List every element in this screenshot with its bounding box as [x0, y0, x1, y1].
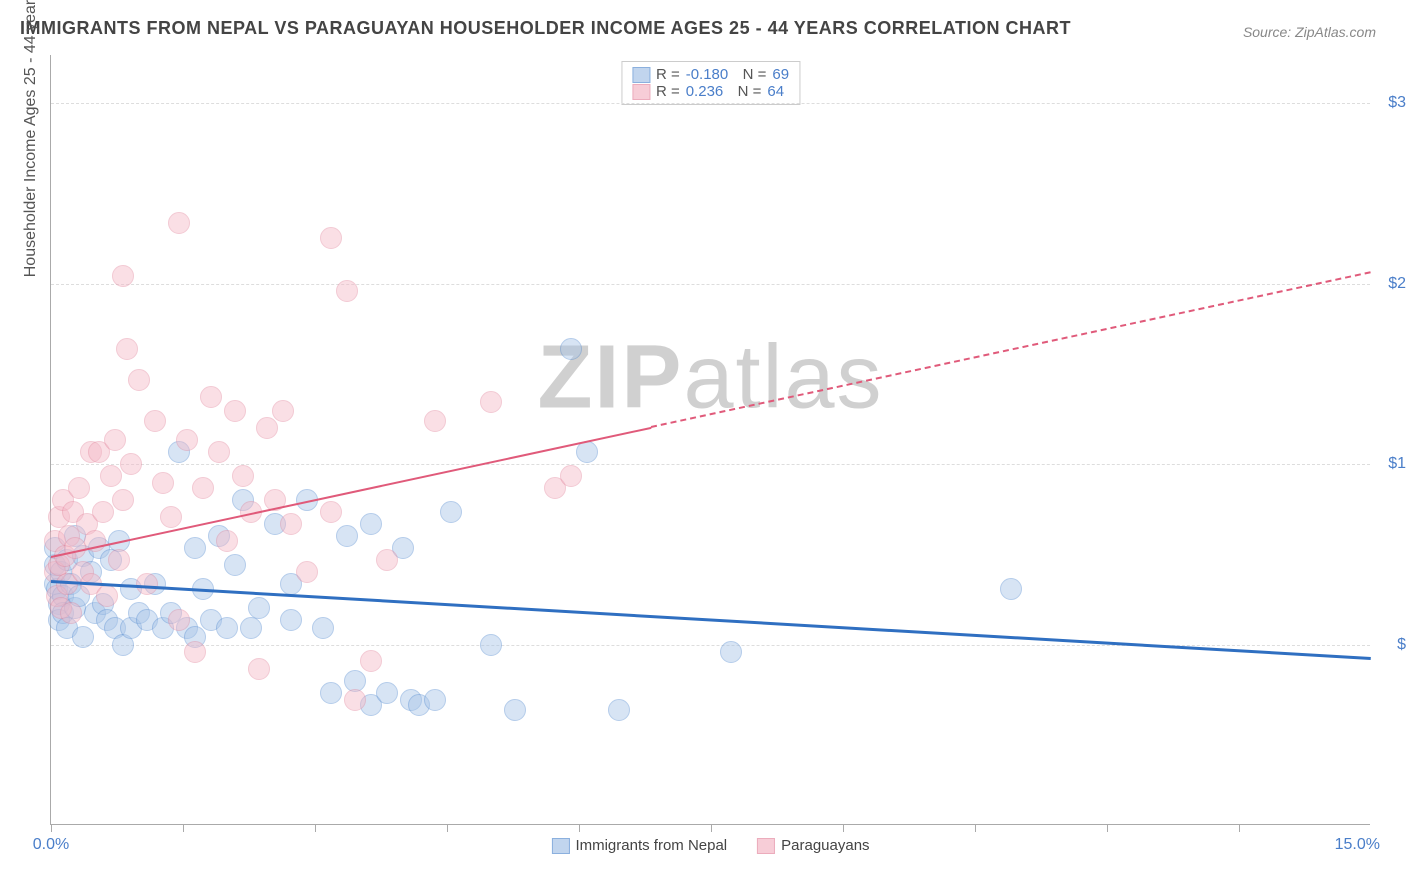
scatter-point-nepal	[480, 634, 502, 656]
scatter-point-nepal	[504, 699, 526, 721]
scatter-point-nepal	[320, 682, 342, 704]
scatter-point-paraguay	[360, 650, 382, 672]
scatter-point-nepal	[1000, 578, 1022, 600]
scatter-point-nepal	[248, 597, 270, 619]
scatter-point-paraguay	[320, 501, 342, 523]
scatter-point-paraguay	[424, 410, 446, 432]
correlation-legend: R = -0.180 N = 69R = 0.236 N = 64	[621, 61, 800, 105]
scatter-point-paraguay	[160, 506, 182, 528]
chart-title: IMMIGRANTS FROM NEPAL VS PARAGUAYAN HOUS…	[20, 18, 1071, 39]
scatter-point-paraguay	[92, 501, 114, 523]
x-tick	[975, 824, 976, 832]
source-label: Source: ZipAtlas.com	[1243, 24, 1376, 40]
scatter-point-nepal	[224, 554, 246, 576]
watermark-bold: ZIP	[537, 327, 683, 427]
scatter-point-nepal	[440, 501, 462, 523]
gridline	[51, 103, 1370, 104]
x-tick	[579, 824, 580, 832]
scatter-point-nepal	[184, 537, 206, 559]
y-tick-label: $150,000	[1375, 455, 1406, 473]
scatter-point-paraguay	[60, 602, 82, 624]
scatter-point-nepal	[720, 641, 742, 663]
scatter-point-paraguay	[480, 391, 502, 413]
legend-item: Immigrants from Nepal	[551, 837, 727, 854]
x-tick-label: 0.0%	[33, 836, 69, 854]
scatter-point-paraguay	[184, 641, 206, 663]
x-tick-label: 15.0%	[1335, 836, 1380, 854]
scatter-point-paraguay	[232, 465, 254, 487]
x-tick	[183, 824, 184, 832]
scatter-point-paraguay	[96, 585, 118, 607]
scatter-point-paraguay	[560, 465, 582, 487]
scatter-point-paraguay	[100, 465, 122, 487]
x-tick	[1107, 824, 1108, 832]
x-tick	[315, 824, 316, 832]
scatter-point-paraguay	[192, 477, 214, 499]
scatter-point-nepal	[280, 609, 302, 631]
x-tick	[51, 824, 52, 832]
legend-item: Paraguayans	[757, 837, 869, 854]
scatter-point-paraguay	[216, 530, 238, 552]
scatter-point-paraguay	[248, 658, 270, 680]
scatter-point-paraguay	[104, 429, 126, 451]
scatter-point-paraguay	[336, 280, 358, 302]
scatter-point-paraguay	[144, 410, 166, 432]
legend-row: R = -0.180 N = 69	[632, 66, 789, 83]
y-tick-label: $225,000	[1375, 275, 1406, 293]
scatter-point-nepal	[608, 699, 630, 721]
gridline	[51, 284, 1370, 285]
scatter-point-paraguay	[120, 453, 142, 475]
x-tick	[843, 824, 844, 832]
scatter-point-nepal	[216, 617, 238, 639]
trend-line	[651, 272, 1371, 429]
scatter-point-paraguay	[68, 477, 90, 499]
scatter-point-paraguay	[320, 227, 342, 249]
scatter-point-paraguay	[272, 400, 294, 422]
plot-area: ZIPatlas R = -0.180 N = 69R = 0.236 N = …	[50, 55, 1370, 825]
scatter-point-nepal	[240, 617, 262, 639]
y-tick-label: $300,000	[1375, 94, 1406, 112]
scatter-point-nepal	[560, 338, 582, 360]
scatter-point-paraguay	[200, 386, 222, 408]
scatter-point-nepal	[312, 617, 334, 639]
x-tick	[447, 824, 448, 832]
scatter-point-paraguay	[152, 472, 174, 494]
y-tick-label: $75,000	[1375, 636, 1406, 654]
scatter-point-paraguay	[296, 561, 318, 583]
scatter-point-paraguay	[176, 429, 198, 451]
series-legend: Immigrants from Nepal Paraguayans	[551, 837, 869, 854]
scatter-point-paraguay	[344, 689, 366, 711]
legend-row: R = 0.236 N = 64	[632, 83, 789, 100]
scatter-point-paraguay	[112, 489, 134, 511]
scatter-point-paraguay	[280, 513, 302, 535]
scatter-point-paraguay	[116, 338, 138, 360]
scatter-point-nepal	[376, 682, 398, 704]
scatter-point-paraguay	[168, 212, 190, 234]
scatter-point-paraguay	[128, 369, 150, 391]
scatter-point-paraguay	[376, 549, 398, 571]
x-tick	[1239, 824, 1240, 832]
y-axis-label: Householder Income Ages 25 - 44 years	[22, 0, 40, 277]
scatter-point-nepal	[424, 689, 446, 711]
scatter-point-nepal	[360, 513, 382, 535]
gridline	[51, 464, 1370, 465]
scatter-point-nepal	[336, 525, 358, 547]
x-tick	[711, 824, 712, 832]
scatter-point-paraguay	[208, 441, 230, 463]
scatter-point-paraguay	[108, 549, 130, 571]
scatter-point-paraguay	[256, 417, 278, 439]
scatter-point-paraguay	[224, 400, 246, 422]
